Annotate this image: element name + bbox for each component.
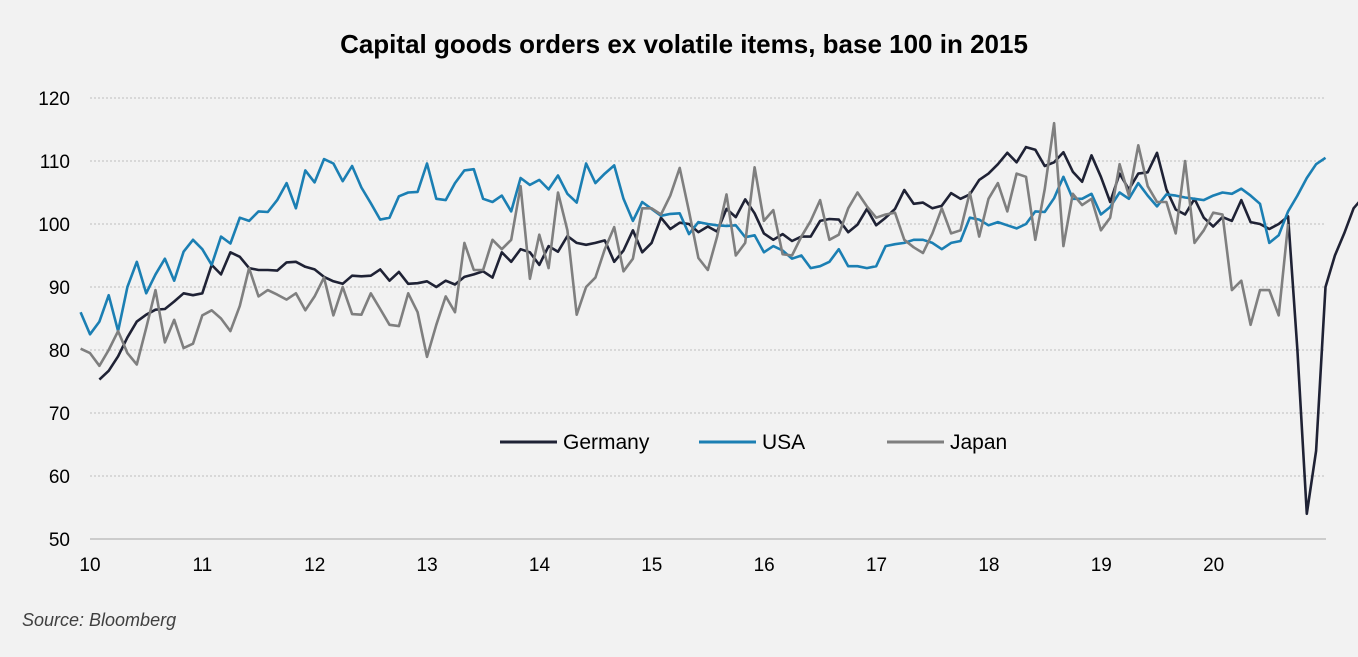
x-tick-label: 10 — [79, 555, 100, 576]
series-line-germany — [98, 145, 1358, 516]
series-line-usa — [79, 156, 1327, 336]
y-tick-label: 110 — [40, 152, 70, 173]
x-tick-label: 18 — [978, 555, 999, 576]
x-tick-label: 17 — [866, 555, 887, 576]
y-tick-label: 80 — [49, 341, 70, 362]
y-tick-label: 100 — [38, 215, 70, 236]
y-tick-label: 70 — [49, 404, 70, 425]
legend-label: Japan — [950, 431, 1007, 454]
x-tick-label: 20 — [1203, 555, 1224, 576]
legend: Germany USA Japan — [500, 431, 1007, 454]
legend-item-usa: USA — [699, 431, 805, 454]
chart-title: Capital goods orders ex volatile items, … — [340, 29, 1028, 59]
x-tick-label: 11 — [192, 555, 212, 576]
y-tick-label: 90 — [49, 278, 70, 299]
x-tick-label: 15 — [641, 555, 662, 576]
source-note: Source: Bloomberg — [22, 610, 177, 630]
x-tick-label: 19 — [1091, 555, 1112, 576]
y-axis-ticks: 50 60 70 80 90 100 110 120 — [38, 89, 70, 551]
x-axis-ticks: 10 11 12 13 14 15 16 17 18 19 20 — [79, 555, 1224, 576]
series-lines — [79, 121, 1358, 516]
x-tick-label: 12 — [304, 555, 325, 576]
x-tick-label: 14 — [529, 555, 551, 576]
y-tick-label: 120 — [38, 89, 70, 110]
y-tick-label: 60 — [49, 467, 70, 488]
legend-label: Germany — [563, 431, 650, 454]
legend-item-japan: Japan — [887, 431, 1007, 454]
legend-label: USA — [762, 431, 805, 454]
x-tick-label: 13 — [417, 555, 438, 576]
series-line-japan — [80, 121, 1290, 368]
y-tick-label: 50 — [49, 530, 70, 551]
legend-item-germany: Germany — [500, 431, 650, 454]
x-tick-label: 16 — [754, 555, 775, 576]
